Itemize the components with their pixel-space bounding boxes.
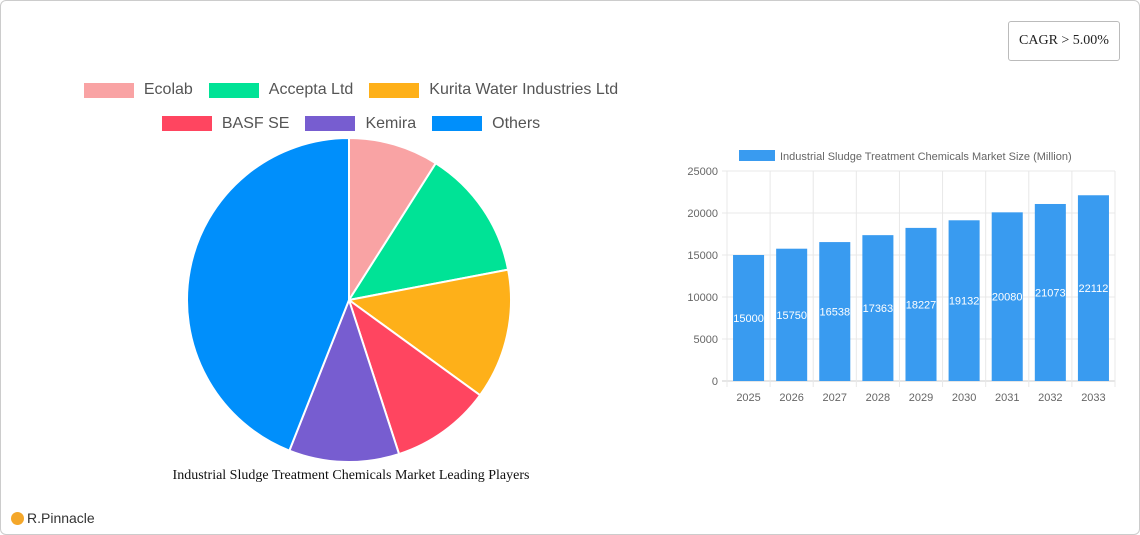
legend-label: Accepta Ltd	[268, 81, 354, 98]
bar-value-label: 21073	[1035, 287, 1066, 299]
bar-value-label: 22112	[1079, 283, 1109, 295]
x-tick-label: 2026	[779, 392, 803, 404]
bar-value-label: 19132	[949, 296, 980, 308]
bar[interactable]	[905, 227, 937, 381]
bar-value-label: 20080	[992, 292, 1023, 304]
x-tick-label: 2025	[736, 392, 760, 404]
legend-label: Kurita Water Industries Ltd	[429, 81, 619, 98]
x-tick-label: 2028	[866, 392, 890, 404]
y-tick-label: 15000	[687, 250, 718, 262]
bar[interactable]	[1077, 195, 1109, 381]
legend-item[interactable]: Kemira	[305, 109, 416, 139]
x-tick-label: 2032	[1038, 392, 1062, 404]
bar-value-label: 17363	[863, 303, 894, 315]
legend-item[interactable]: BASF SE	[161, 109, 290, 139]
legend-swatch	[83, 82, 134, 98]
legend-swatch	[161, 116, 212, 131]
y-tick-label: 20000	[687, 208, 718, 220]
pie-slice[interactable]	[186, 136, 350, 452]
legend-label: Others	[492, 114, 541, 132]
legend-swatch	[305, 116, 356, 131]
pie-title: Industrial Sludge Treatment Chemicals Ma…	[172, 468, 530, 483]
bar-legend-swatch	[739, 150, 775, 161]
brand-logo: R.Pinnacle	[11, 510, 95, 526]
legend-label: Kemira	[365, 114, 417, 132]
pie-slice[interactable]	[348, 136, 438, 304]
bar[interactable]	[819, 242, 851, 381]
bar[interactable]	[1034, 203, 1066, 381]
legend-label: BASF SE	[221, 114, 290, 132]
brand-name: R.Pinnacle	[27, 510, 95, 526]
bar[interactable]	[776, 248, 808, 381]
pie-slice[interactable]	[288, 297, 401, 463]
legend-swatch	[208, 82, 259, 98]
legend-item[interactable]: Kurita Water Industries Ltd	[369, 75, 618, 105]
x-tick-label: 2033	[1081, 392, 1105, 404]
pie-slice[interactable]	[347, 297, 482, 456]
bar[interactable]	[948, 220, 980, 381]
legend-item[interactable]: Accepta Ltd	[208, 75, 354, 105]
logo-icon	[11, 511, 24, 525]
bar-value-label: 15750	[776, 310, 807, 322]
pie-legend: Ecolab Accepta Ltd Kurita Water Industries…	[61, 75, 641, 142]
pie-chart	[186, 136, 512, 463]
x-tick-label: 2031	[995, 392, 1019, 404]
cagr-badge: CAGR > 5.00%	[1008, 21, 1120, 61]
x-tick-label: 2029	[909, 392, 933, 404]
y-tick-label: 0	[712, 376, 718, 388]
legend-item[interactable]: Others	[432, 109, 540, 139]
pie-slice[interactable]	[346, 268, 512, 397]
y-tick-label: 25000	[687, 166, 718, 178]
y-tick-label: 5000	[694, 334, 718, 346]
legend-item[interactable]: Ecolab	[83, 75, 193, 105]
pie-slice[interactable]	[346, 161, 510, 302]
bar-value-label: 15000	[733, 313, 764, 325]
legend-label: Ecolab	[143, 81, 193, 98]
bar[interactable]	[991, 212, 1023, 381]
bar-value-label: 18227	[906, 299, 937, 311]
bar-legend-label: Industrial Sludge Treatment Chemicals Ma…	[780, 151, 1072, 163]
y-tick-label: 10000	[687, 292, 718, 304]
x-tick-label: 2030	[952, 392, 976, 404]
bar[interactable]	[733, 255, 765, 381]
legend-swatch	[432, 116, 483, 131]
bar-chart: Industrial Sludge Treatment Chemicals Ma…	[687, 150, 1116, 404]
bar[interactable]	[862, 235, 894, 381]
bar-value-label: 16538	[819, 307, 850, 319]
x-tick-label: 2027	[823, 392, 847, 404]
legend-swatch	[369, 82, 420, 98]
